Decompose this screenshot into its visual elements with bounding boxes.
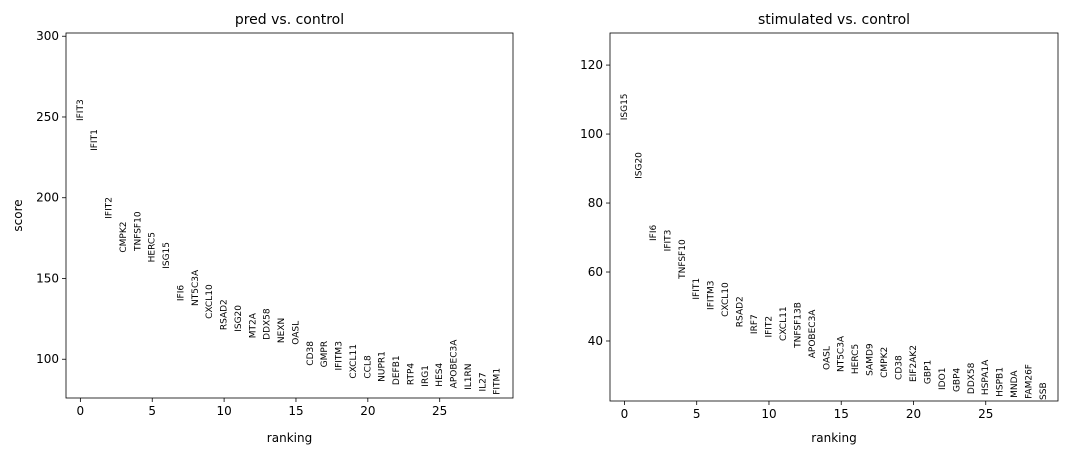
gene-label: ISG15 bbox=[620, 93, 630, 120]
gene-label: IL27 bbox=[478, 372, 488, 391]
x-tick-label: 20 bbox=[906, 407, 921, 421]
gene-label: APOBEC3A bbox=[450, 339, 460, 389]
gene-label: IFIT2 bbox=[105, 197, 115, 219]
gene-label: IFITM3 bbox=[335, 341, 345, 370]
gene-label: SSB bbox=[1039, 382, 1049, 400]
gene-label: NT5C3A bbox=[837, 335, 847, 372]
gene-label: EIF2AK2 bbox=[909, 345, 919, 382]
gene-label: MT2A bbox=[248, 312, 258, 338]
gene-label: CD38 bbox=[306, 341, 316, 366]
gene-label: IFI6 bbox=[176, 285, 186, 301]
gene-label: GMPR bbox=[320, 341, 330, 367]
y-tick-label: 120 bbox=[580, 58, 603, 72]
gene-label: CMPK2 bbox=[880, 347, 890, 378]
x-tick-label: 10 bbox=[216, 404, 231, 418]
y-tick-label: 250 bbox=[36, 110, 59, 124]
x-tick-label: 0 bbox=[77, 404, 85, 418]
gene-label: FITM1 bbox=[493, 368, 503, 395]
gene-label: GBP4 bbox=[952, 367, 962, 392]
x-tick-label: 10 bbox=[761, 407, 776, 421]
y-tick-label: 150 bbox=[36, 271, 59, 285]
gene-label: CCL8 bbox=[363, 355, 373, 379]
y-tick-label: 200 bbox=[36, 191, 59, 205]
gene-label: IFIT1 bbox=[692, 278, 702, 300]
gene-label: TNFSF10 bbox=[678, 239, 688, 280]
y-axis-label: score bbox=[11, 199, 25, 231]
gene-label: HES4 bbox=[435, 363, 445, 387]
x-tick-label: 0 bbox=[621, 407, 629, 421]
gene-label: FAM26F bbox=[1025, 364, 1035, 399]
gene-label: GBP1 bbox=[923, 360, 933, 384]
gene-label: SAMD9 bbox=[866, 343, 876, 376]
x-tick-label: 5 bbox=[148, 404, 156, 418]
y-tick-label: 100 bbox=[36, 352, 59, 366]
y-tick-label: 60 bbox=[588, 265, 603, 279]
gene-label: HERC5 bbox=[148, 232, 158, 262]
y-tick-label: 80 bbox=[588, 196, 603, 210]
gene-label: RSAD2 bbox=[736, 296, 746, 327]
gene-label: OASL bbox=[822, 346, 832, 370]
gene-label: CXCL11 bbox=[349, 344, 359, 379]
gene-label: CXCL10 bbox=[205, 284, 215, 319]
gene-label: TNFSF10 bbox=[133, 211, 143, 252]
gene-label: CMPK2 bbox=[119, 222, 129, 253]
gene-label: NEXN bbox=[277, 318, 287, 343]
x-tick-label: 25 bbox=[432, 404, 447, 418]
x-axis-label: ranking bbox=[811, 431, 856, 445]
gene-label: IFIT1 bbox=[90, 129, 100, 151]
x-tick-label: 15 bbox=[288, 404, 303, 418]
gene-label: HSPA1A bbox=[981, 359, 991, 395]
gene-label: MNDA bbox=[1010, 370, 1020, 398]
y-tick-label: 100 bbox=[580, 127, 603, 141]
gene-label: ISG15 bbox=[162, 242, 172, 269]
gene-label: IFITM3 bbox=[707, 280, 717, 309]
gene-label: IFI6 bbox=[649, 224, 659, 240]
gene-label: IRF7 bbox=[750, 314, 760, 334]
x-tick-label: 25 bbox=[978, 407, 993, 421]
axes-frame bbox=[65, 32, 514, 399]
gene-label: IL1RN bbox=[464, 364, 474, 390]
gene-label: CXCL10 bbox=[721, 282, 731, 317]
axes-frame bbox=[609, 32, 1059, 402]
x-tick-label: 20 bbox=[360, 404, 375, 418]
gene-label: ISG20 bbox=[234, 305, 244, 332]
gene-label: IFIT2 bbox=[764, 316, 774, 338]
gene-label: RTP4 bbox=[406, 363, 416, 386]
gene-label: HERC5 bbox=[851, 344, 861, 374]
gene-label: IFIT3 bbox=[76, 99, 86, 121]
gene-label: NUPR1 bbox=[378, 351, 388, 382]
gene-label: IRG1 bbox=[421, 365, 431, 387]
chart-title: stimulated vs. control bbox=[758, 12, 910, 28]
gene-label: TNFSF13B bbox=[793, 302, 803, 349]
chart-title: pred vs. control bbox=[235, 12, 344, 28]
gene-label: RSAD2 bbox=[220, 299, 230, 330]
gene-label: NT5C3A bbox=[191, 269, 201, 306]
x-axis-label: ranking bbox=[267, 431, 312, 445]
y-tick-label: 40 bbox=[588, 334, 603, 348]
gene-label: CXCL11 bbox=[779, 306, 789, 341]
gene-label: DDX58 bbox=[263, 308, 273, 340]
x-tick-label: 15 bbox=[834, 407, 849, 421]
gene-label: IDO1 bbox=[938, 368, 948, 390]
gene-label: CD38 bbox=[895, 355, 905, 380]
gene-label: HSPB1 bbox=[996, 367, 1006, 397]
gene-label: OASL bbox=[291, 321, 301, 345]
x-tick-label: 5 bbox=[693, 407, 701, 421]
gene-label: IFIT3 bbox=[663, 230, 673, 252]
gene-label: DDX58 bbox=[967, 362, 977, 394]
gene-label: ISG20 bbox=[634, 152, 644, 179]
gene-label: DEFB1 bbox=[392, 355, 402, 385]
y-tick-label: 300 bbox=[36, 29, 59, 43]
gene-label: APOBEC3A bbox=[808, 309, 818, 359]
